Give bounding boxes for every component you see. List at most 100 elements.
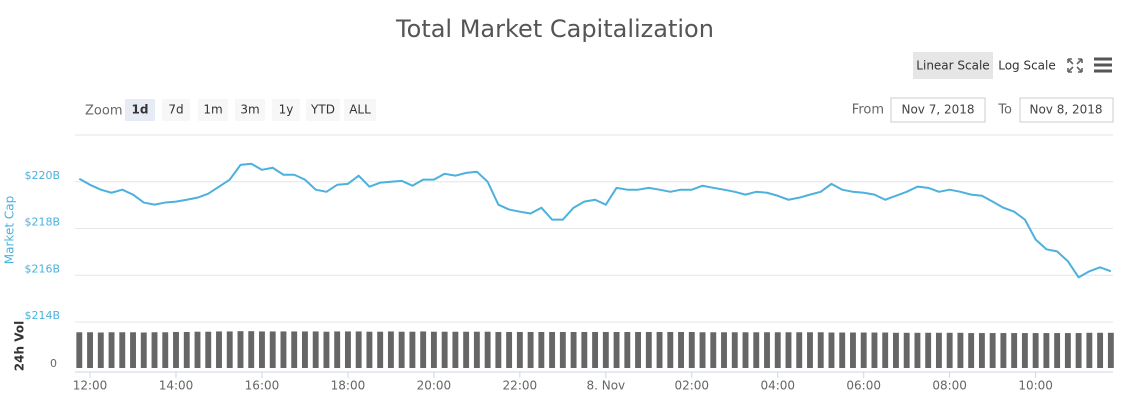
y-tick-label: $216B bbox=[24, 262, 60, 275]
range-button-label[interactable]: ALL bbox=[349, 103, 371, 117]
volume-bar bbox=[1011, 333, 1018, 368]
volume-bar bbox=[978, 333, 985, 368]
volume-bar bbox=[903, 332, 910, 368]
volume-bar bbox=[635, 331, 641, 368]
to-input[interactable] bbox=[1019, 97, 1114, 123]
volume-bar bbox=[344, 331, 351, 368]
range-button-label[interactable]: 3m bbox=[240, 103, 259, 117]
menu-button[interactable] bbox=[1094, 57, 1112, 73]
volume-bar bbox=[108, 332, 115, 368]
volume-bar bbox=[914, 332, 921, 368]
volume-bar bbox=[882, 332, 889, 368]
volume-bar bbox=[807, 332, 813, 368]
range-button[interactable] bbox=[198, 99, 228, 121]
volume-bar bbox=[559, 331, 566, 368]
range-button[interactable] bbox=[306, 99, 340, 121]
volume-bar bbox=[355, 331, 362, 368]
volume-bar bbox=[259, 331, 265, 368]
from-label: From bbox=[852, 103, 884, 118]
volume-bar bbox=[989, 333, 996, 368]
scale-button[interactable] bbox=[995, 52, 1059, 79]
to-value[interactable]: Nov 8, 2018 bbox=[1029, 103, 1102, 117]
volume-bar bbox=[817, 332, 824, 368]
volume-bar bbox=[183, 331, 190, 368]
range-button-label[interactable]: YTD bbox=[310, 103, 335, 117]
price-line bbox=[78, 162, 1112, 279]
volume-bar bbox=[893, 332, 899, 368]
volume-bar bbox=[592, 331, 599, 368]
volume-bar bbox=[334, 331, 341, 368]
volume-bar bbox=[1043, 333, 1050, 368]
volume-bar bbox=[570, 331, 577, 368]
volume-bar bbox=[935, 332, 942, 368]
x-tick-label: 8. Nov bbox=[586, 379, 625, 393]
volume-bar bbox=[1086, 332, 1093, 368]
y-tick-label: $214B bbox=[24, 309, 60, 322]
range-button-label[interactable]: 1d bbox=[132, 103, 149, 117]
volume-bar bbox=[420, 331, 427, 368]
volume-bar bbox=[753, 332, 760, 368]
range-button[interactable] bbox=[162, 99, 190, 121]
to-label: To bbox=[997, 103, 1012, 118]
volume-bar bbox=[656, 331, 663, 368]
scale-button-label[interactable]: Log Scale bbox=[998, 59, 1056, 73]
range-button-label[interactable]: 7d bbox=[168, 103, 183, 117]
x-tick-label: 04:00 bbox=[760, 379, 795, 393]
x-tick-label: 22:00 bbox=[503, 379, 538, 393]
range-button[interactable] bbox=[344, 99, 376, 121]
scale-button[interactable] bbox=[913, 52, 993, 79]
volume-bar bbox=[119, 332, 126, 368]
x-tick-label: 10:00 bbox=[1018, 379, 1053, 393]
volume-bar bbox=[860, 332, 867, 368]
volume-bar bbox=[828, 332, 835, 368]
fullscreen-button[interactable] bbox=[1067, 58, 1083, 73]
range-button[interactable] bbox=[272, 99, 300, 121]
volume-bar bbox=[506, 331, 513, 368]
volume-bar bbox=[549, 331, 556, 368]
y2-axis-title: 24h Vol bbox=[13, 321, 27, 371]
volume-bar bbox=[925, 332, 932, 368]
y-tick-label: $218B bbox=[24, 216, 60, 229]
chart-title: Total Market Capitalization bbox=[395, 15, 714, 43]
volume-bar bbox=[302, 331, 308, 368]
volume-bar bbox=[957, 332, 964, 368]
volume-bar bbox=[173, 331, 179, 368]
scale-button-label[interactable]: Linear Scale bbox=[916, 59, 989, 73]
volume-bar bbox=[323, 331, 330, 368]
volume-bar bbox=[710, 332, 717, 368]
volume-bar bbox=[269, 331, 276, 368]
range-button[interactable] bbox=[125, 99, 155, 121]
volume-bar bbox=[409, 331, 416, 368]
x-tick-label: 02:00 bbox=[674, 379, 709, 393]
volume-bar bbox=[602, 331, 609, 368]
range-button-label[interactable]: 1m bbox=[203, 103, 222, 117]
x-tick-label: 12:00 bbox=[73, 379, 108, 393]
y-tick-label: $220B bbox=[24, 169, 60, 182]
volume-bar bbox=[1064, 333, 1071, 368]
from-input[interactable] bbox=[890, 97, 986, 123]
volume-bar bbox=[721, 332, 727, 368]
volume-bar bbox=[624, 331, 631, 368]
volume-bar bbox=[205, 331, 212, 368]
volume-bar bbox=[130, 332, 136, 368]
range-button-label[interactable]: 1y bbox=[279, 103, 294, 117]
volume-bar bbox=[87, 332, 93, 368]
volume-bar bbox=[1032, 333, 1039, 368]
volume-bar bbox=[151, 332, 158, 368]
volume-bar bbox=[237, 331, 244, 368]
volume-bar bbox=[473, 331, 480, 368]
volume-bar bbox=[699, 332, 706, 368]
volume-bar bbox=[613, 331, 620, 368]
volume-bar bbox=[495, 331, 502, 368]
volume-bar bbox=[452, 331, 459, 368]
volume-bar bbox=[731, 332, 738, 368]
volume-bar bbox=[312, 331, 319, 368]
volume-bar bbox=[463, 331, 470, 368]
volume-bar bbox=[1054, 333, 1061, 368]
volume-bar bbox=[839, 332, 846, 368]
range-button[interactable] bbox=[235, 99, 265, 121]
from-value[interactable]: Nov 7, 2018 bbox=[901, 103, 974, 117]
volume-bar bbox=[527, 331, 534, 368]
volume-bar bbox=[387, 331, 394, 368]
